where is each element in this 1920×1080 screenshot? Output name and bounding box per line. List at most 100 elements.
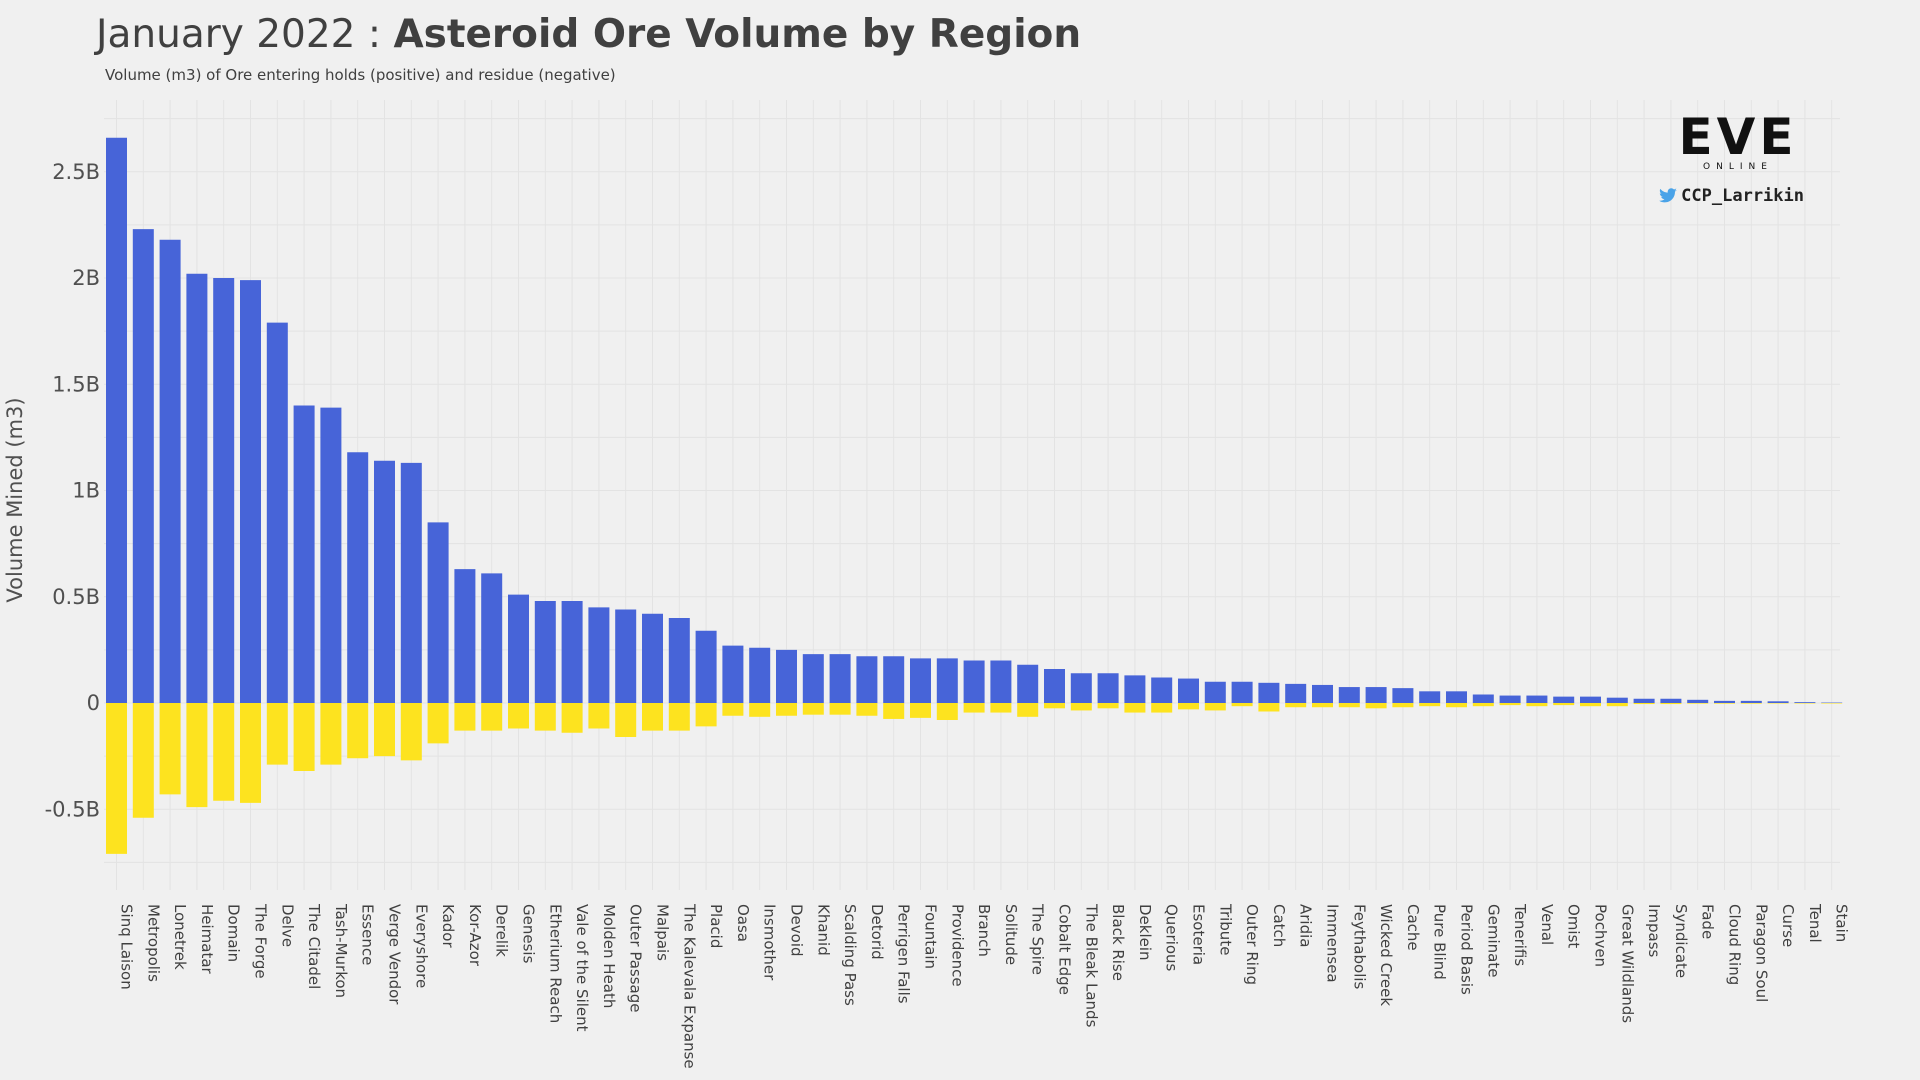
y-tick-label: 0 <box>87 691 100 715</box>
bar-negative <box>374 703 395 757</box>
category-label: Fountain <box>922 904 940 969</box>
logo-text: EVE <box>1678 108 1798 166</box>
category-label: Providence <box>948 904 966 987</box>
bar-negative <box>266 703 288 765</box>
category-label: Everyshore <box>412 904 430 988</box>
category-label: Domain <box>225 904 243 962</box>
twitter-bird-icon <box>1659 188 1677 203</box>
bar-positive <box>856 656 878 703</box>
bar-positive <box>802 654 824 703</box>
category-label: Fade <box>1699 904 1717 939</box>
bar-positive <box>1580 696 1601 703</box>
bar-positive <box>186 273 208 703</box>
bar-positive <box>668 618 690 703</box>
title-bold: Asteroid Ore Volume by Region <box>393 12 1082 57</box>
category-label: Black Rise <box>1109 904 1127 981</box>
bar-positive <box>240 280 261 703</box>
bar-positive <box>266 322 288 703</box>
bar-negative <box>213 703 235 801</box>
bar-negative <box>1178 703 1199 710</box>
bar-positive <box>642 613 663 703</box>
category-label: Outer Passage <box>627 904 645 1013</box>
bar-positive <box>374 460 395 703</box>
bar-positive <box>400 462 422 703</box>
bar-negative <box>722 703 744 716</box>
category-label: Geminate <box>1484 904 1502 977</box>
bar-positive <box>695 630 717 703</box>
bar-positive <box>534 601 556 703</box>
bar-negative <box>1687 703 1709 704</box>
bar-negative <box>1419 703 1441 707</box>
category-label: Pochven <box>1592 904 1610 967</box>
bar-negative <box>910 703 931 718</box>
category-label: Catch <box>1270 904 1288 947</box>
bar-positive <box>1821 702 1843 704</box>
category-label: The Spire <box>1029 903 1047 975</box>
bar-positive <box>508 594 529 703</box>
category-label: Oasa <box>734 904 752 942</box>
category-label: Venal <box>1538 904 1556 945</box>
category-label: The Forge <box>252 903 270 979</box>
category-label: The Kalevala Expanse <box>680 903 698 1069</box>
category-label: Tribute <box>1216 903 1234 955</box>
bar-negative <box>1526 703 1548 707</box>
bar-positive <box>481 573 503 703</box>
bar-positive <box>1124 675 1146 703</box>
bar-negative <box>132 703 154 818</box>
bar-positive <box>293 405 315 703</box>
category-label: Curse <box>1779 904 1797 947</box>
bar-negative <box>1017 703 1039 717</box>
eve-online-logo: EVE ONLINE <box>1668 108 1808 172</box>
bar-positive <box>1312 684 1333 703</box>
bar-negative <box>1204 703 1226 711</box>
bar-negative <box>481 703 503 731</box>
bar-positive <box>1097 673 1119 703</box>
category-label: Omist <box>1565 904 1583 948</box>
bar-negative <box>1258 703 1280 712</box>
bar-negative <box>1714 703 1735 704</box>
bar-negative <box>1740 703 1762 704</box>
bar-negative <box>588 703 610 729</box>
bar-negative <box>106 703 127 854</box>
bar-positive <box>1392 688 1414 703</box>
category-label: Branch <box>975 904 993 957</box>
category-label: Immensea <box>1324 904 1342 983</box>
bar-positive <box>1740 700 1762 703</box>
category-label: Delve <box>278 904 296 947</box>
chart-subtitle: Volume (m3) of Ore entering holds (posit… <box>105 66 616 84</box>
bar-positive <box>1231 681 1253 703</box>
category-label: Vale of the Silent <box>573 904 591 1032</box>
bar-positive <box>1472 694 1494 703</box>
bar-positive <box>1204 681 1226 703</box>
bar-negative <box>963 703 985 713</box>
bar-positive <box>1687 699 1709 703</box>
bar-negative <box>1446 703 1467 708</box>
bar-negative <box>776 703 797 716</box>
category-label: Scalding Pass <box>841 904 859 1006</box>
bar-negative <box>159 703 181 795</box>
category-label: Cobalt Edge <box>1056 904 1074 995</box>
category-label: Khanid <box>814 904 832 956</box>
bar-positive <box>1553 696 1575 703</box>
bar-negative <box>1124 703 1146 713</box>
bar-positive <box>1714 700 1735 703</box>
bar-negative <box>1365 703 1387 709</box>
y-axis-ticks: -0.5B 0 0.5B 1B 1.5B 2B 2.5B <box>45 160 100 822</box>
y-tick-label: 1B <box>72 479 100 503</box>
category-label: Feythabolis <box>1350 904 1368 990</box>
bar-negative <box>695 703 717 727</box>
category-label: Tash-Murkon <box>332 903 350 998</box>
y-tick-label: 0.5B <box>52 585 100 609</box>
category-label: Molden Heath <box>600 904 618 1008</box>
category-label: Paragon Soul <box>1752 904 1770 1002</box>
bar-negative <box>1044 703 1065 709</box>
category-label: Kador <box>439 904 457 948</box>
bar-positive <box>749 647 771 703</box>
category-label: Deklein <box>1136 904 1154 961</box>
logo-subtext: ONLINE <box>1703 162 1773 172</box>
bar-negative <box>1472 703 1494 707</box>
category-label: Esoteria <box>1190 904 1208 965</box>
bar-positive <box>722 645 744 703</box>
category-label: The Citadel <box>305 903 323 989</box>
bar-negative <box>1660 703 1682 705</box>
